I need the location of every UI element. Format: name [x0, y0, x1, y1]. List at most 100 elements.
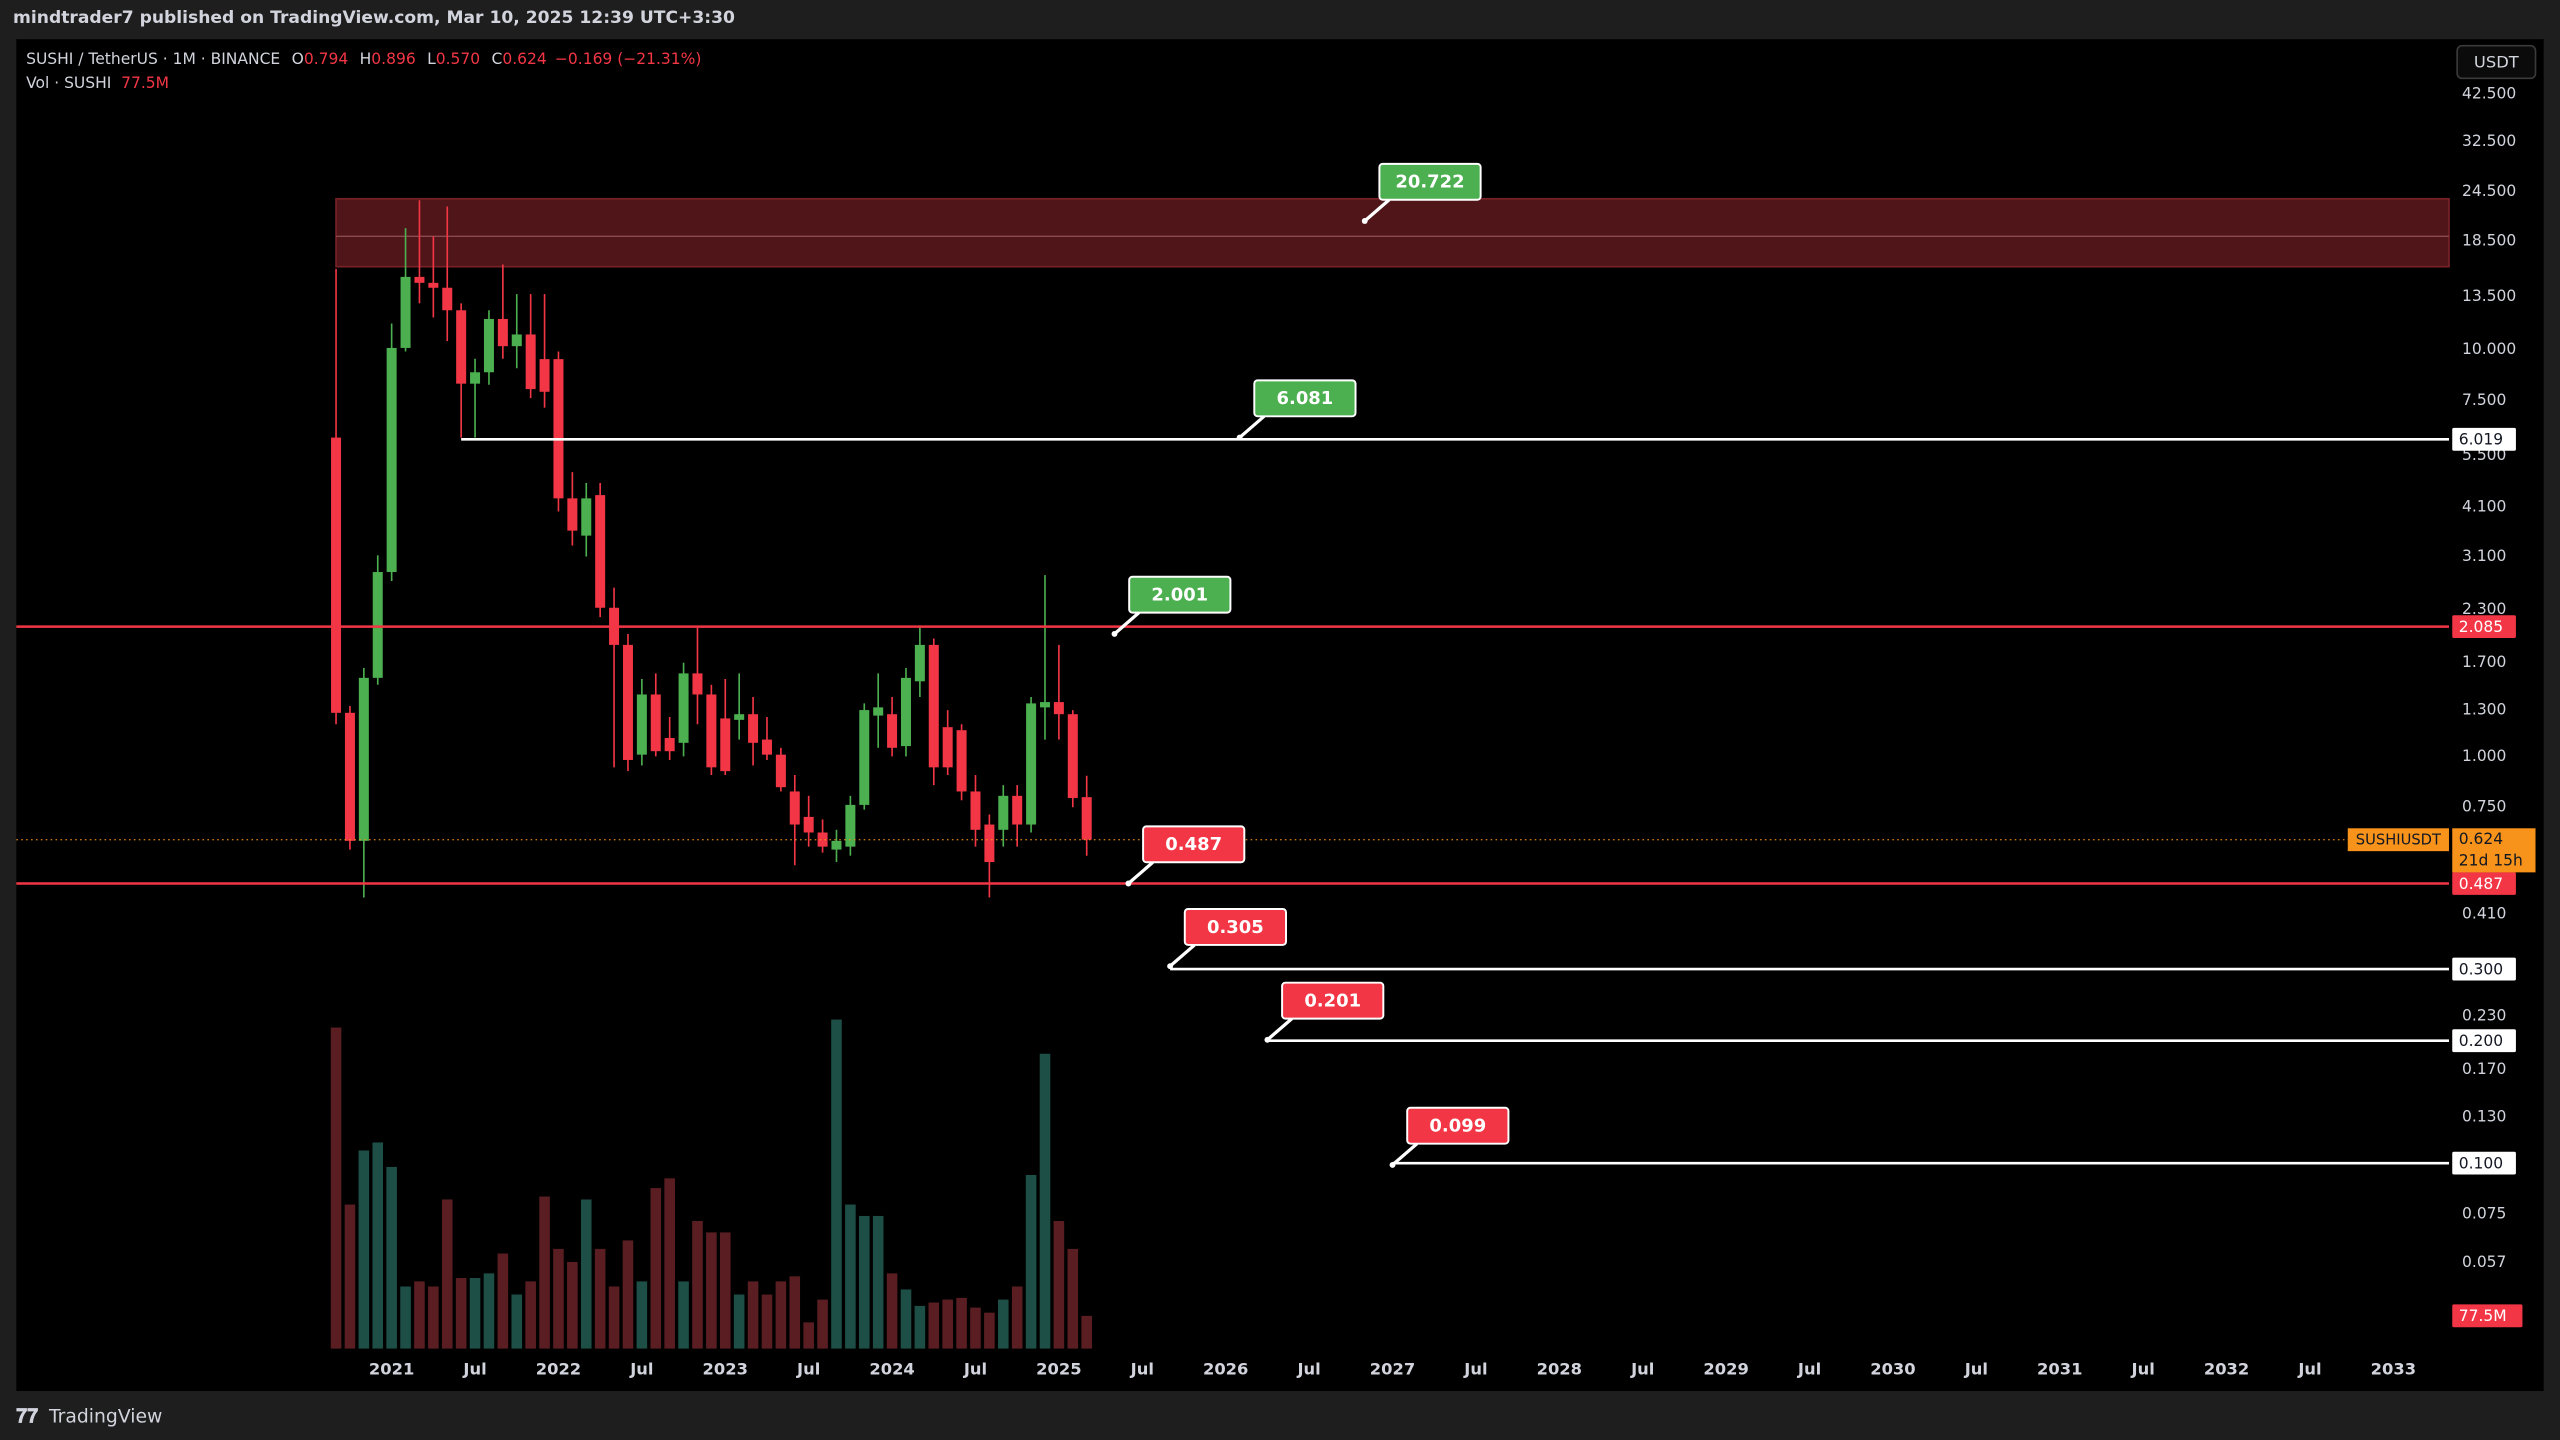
volume-bar: [358, 1150, 370, 1349]
y-tick-label: 1.300: [2462, 701, 2506, 719]
volume-bar: [580, 1199, 592, 1349]
y-tick-label: 42.500: [2462, 85, 2516, 103]
candle-body: [1053, 702, 1064, 715]
volume-name: Vol · SUSHI: [26, 74, 111, 92]
volume-bar: [1053, 1221, 1065, 1349]
candle-body: [831, 840, 842, 850]
price-tag: [2452, 828, 2536, 873]
candle-body: [887, 714, 898, 748]
volume-bar: [872, 1215, 884, 1349]
y-tick-label: 0.075: [2462, 1204, 2506, 1222]
candle-body: [1012, 795, 1023, 825]
level-axis-box: [2452, 427, 2516, 451]
price-tag-value: 0.624: [2459, 830, 2503, 848]
footer-logo[interactable]: 𝟕𝟕 TradingView: [16, 1405, 162, 1428]
callout-pointer: [1238, 415, 1266, 439]
volume-bar: [428, 1286, 439, 1349]
level-axis-label: 6.019: [2459, 431, 2503, 449]
price-tag-countdown: 21d 15h: [2459, 851, 2523, 869]
callout-box: [1128, 575, 1232, 614]
volume-bar: [539, 1196, 550, 1349]
candle-body: [553, 359, 564, 499]
currency-label[interactable]: USDT: [2474, 52, 2520, 71]
volume-bar: [817, 1299, 828, 1349]
volume-bar: [414, 1281, 425, 1349]
legend-value: 0.794: [304, 49, 348, 67]
volume-bar: [747, 1281, 759, 1349]
volume-bar: [594, 1248, 606, 1349]
y-tick-label: 0.130: [2462, 1107, 2506, 1125]
x-tick-label: Jul: [2297, 1359, 2321, 1378]
x-tick-label: Jul: [2131, 1359, 2155, 1378]
callout-anchor: [1264, 1036, 1271, 1043]
callout-pointer: [1266, 1017, 1293, 1042]
x-tick-label: 2022: [536, 1359, 581, 1378]
legend-key: H: [360, 49, 372, 67]
y-tick-label: 18.500: [2462, 232, 2516, 250]
candle-body: [928, 644, 939, 768]
volume-bar: [984, 1312, 995, 1349]
callout-anchor: [1389, 1161, 1396, 1168]
y-tick-label: 0.230: [2462, 1007, 2506, 1025]
candle-body: [358, 677, 369, 841]
candle-body: [1067, 714, 1078, 799]
volume-bar: [441, 1199, 453, 1349]
level-axis-label: 0.200: [2459, 1032, 2503, 1050]
x-tick-label: 2024: [869, 1359, 914, 1378]
volume-bar: [400, 1286, 411, 1349]
callout-label: 0.099: [1429, 1116, 1486, 1137]
volume-bar: [1067, 1248, 1079, 1349]
logo-mark[interactable]: 𝟕𝟕: [16, 1405, 38, 1428]
legend-value: 0.570: [436, 49, 480, 67]
callout-label: 20.722: [1395, 172, 1464, 193]
volume-bar: [1011, 1286, 1023, 1349]
level-axis-label: 0.487: [2459, 875, 2503, 893]
candle-body: [706, 694, 717, 768]
x-tick-label: Jul: [462, 1359, 486, 1378]
candle-body: [650, 694, 661, 752]
volume-bar: [831, 1019, 842, 1349]
volume-bar: [761, 1294, 773, 1349]
callout-label: 2.001: [1151, 585, 1208, 606]
volume-bar: [650, 1188, 662, 1349]
footer-brand[interactable]: TradingView: [48, 1407, 162, 1428]
plot-layers: SUSHI / TetherUS · 1M · BINANCE O0.794 H 0.…: [16, 49, 2536, 1378]
candle-body: [1081, 797, 1092, 840]
volume-bar: [608, 1286, 620, 1349]
candle-body: [845, 804, 856, 847]
callout-anchor: [1111, 630, 1118, 637]
currency-button[interactable]: USDT: [2456, 44, 2537, 80]
resistance-zone: [335, 197, 2450, 268]
candle-body: [873, 707, 884, 716]
volume-bar: [553, 1248, 564, 1349]
candle-body: [428, 282, 439, 288]
volume-bar: [970, 1307, 981, 1349]
volume-legend: Vol · SUSHI 77.5M: [26, 74, 169, 92]
legend-key: O: [292, 49, 304, 67]
candle-body: [1039, 702, 1050, 708]
candle-body: [386, 347, 397, 573]
y-tick-label: 1.000: [2462, 747, 2506, 765]
x-tick-label: Jul: [1797, 1359, 1821, 1378]
x-tick-label: Jul: [963, 1359, 987, 1378]
candle-body: [344, 712, 355, 841]
legend-key: L: [427, 49, 436, 67]
volume-value: 77.5M: [121, 74, 169, 92]
volume-bar: [914, 1305, 926, 1349]
volume-bar: [775, 1281, 787, 1349]
x-tick-label: 2027: [1370, 1359, 1415, 1378]
candle-body: [678, 673, 689, 743]
callout-anchor: [1167, 963, 1174, 970]
level-axis-label: 2.085: [2459, 618, 2503, 636]
volume-bar: [497, 1253, 509, 1349]
legend-symbol: SUSHI / TetherUS · 1M · BINANCE: [26, 49, 280, 67]
candle-body: [775, 754, 786, 788]
x-tick-label: 2026: [1203, 1359, 1248, 1378]
callout-label: 0.487: [1165, 834, 1222, 855]
volume-bar: [803, 1322, 814, 1349]
volume-axis-box: [2452, 1304, 2523, 1328]
button-frame[interactable]: [2456, 44, 2537, 80]
candle-body: [539, 359, 550, 392]
